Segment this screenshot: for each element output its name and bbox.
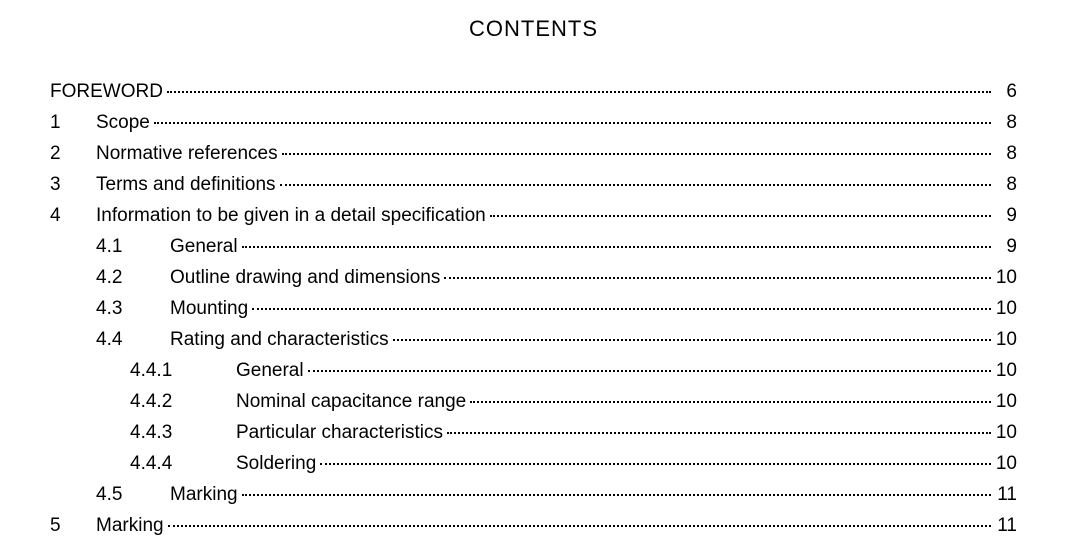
toc-entry: 4Information to be given in a detail spe… [50,206,1017,225]
toc-leader-dots [252,308,991,310]
toc-entry-page: 10 [995,268,1017,287]
toc-entry: 4.4.2Nominal capacitance range 10 [50,392,1017,411]
toc-leader-dots [490,215,991,217]
toc-entry-number: 4.4.1 [130,361,236,380]
toc-leader-dots [447,432,991,434]
toc-leader-dots [167,91,991,93]
toc-entry: 4.4Rating and characteristics 10 [50,330,1017,349]
toc-leader-dots [444,277,991,279]
toc-entry-page: 10 [995,423,1017,442]
toc-entry-number: 4.4.4 [130,454,236,473]
toc-entry-number: 1 [50,113,96,132]
toc-entry: 4.4.3Particular characteristics 10 [50,423,1017,442]
toc-entry-number: 4.1 [96,237,170,256]
toc-entry-label: Rating and characteristics [170,330,389,349]
toc-list: FOREWORD61Scope82Normative references83T… [50,82,1017,535]
toc-entry-number: 3 [50,175,96,194]
toc-entry-number: 4.4.2 [130,392,236,411]
toc-entry: 3Terms and definitions 8 [50,175,1017,194]
toc-entry: 4.2Outline drawing and dimensions 10 [50,268,1017,287]
toc-entry-number: 4.2 [96,268,170,287]
toc-entry-label: Soldering [236,454,316,473]
toc-entry-label: Normative references [96,144,278,163]
toc-entry-page: 9 [995,237,1017,256]
toc-entry-page: 10 [995,392,1017,411]
toc-entry: 4.1General 9 [50,237,1017,256]
toc-entry-label: FOREWORD [50,82,163,101]
toc-leader-dots [154,122,991,124]
toc-entry-page: 10 [995,454,1017,473]
toc-entry-page: 10 [995,361,1017,380]
toc-entry: 4.4.1General 10 [50,361,1017,380]
toc-entry-label: Marking [170,485,238,504]
toc-entry-number: 4.5 [96,485,170,504]
toc-entry-label: Particular characteristics [236,423,443,442]
toc-entry-label: General [236,361,304,380]
toc-entry-label: Nominal capacitance range [236,392,466,411]
toc-entry-page: 9 [995,206,1017,225]
toc-entry-page: 8 [995,144,1017,163]
toc-entry-number: 5 [50,516,96,535]
toc-leader-dots [308,370,991,372]
toc-entry-label: General [170,237,238,256]
toc-leader-dots [168,525,991,527]
toc-entry-number: 4.4 [96,330,170,349]
toc-entry-page: 11 [995,516,1017,535]
toc-entry-label: Terms and definitions [96,175,276,194]
toc-entry: FOREWORD 6 [50,82,1017,101]
contents-title: CONTENTS [50,16,1017,42]
toc-entry-page: 8 [995,175,1017,194]
toc-leader-dots [470,401,991,403]
toc-leader-dots [280,184,991,186]
toc-entry-label: Outline drawing and dimensions [170,268,440,287]
toc-entry-label: Marking [96,516,164,535]
toc-entry-number: 4 [50,206,96,225]
toc-leader-dots [282,153,991,155]
toc-entry-number: 4.4.3 [130,423,236,442]
toc-entry-number: 2 [50,144,96,163]
toc-entry-page: 10 [995,299,1017,318]
toc-entry: 4.4.4Soldering 10 [50,454,1017,473]
toc-entry-label: Information to be given in a detail spec… [96,206,486,225]
toc-entry: 5Marking 11 [50,516,1017,535]
toc-entry: 4.5Marking 11 [50,485,1017,504]
page: CONTENTS FOREWORD61Scope82Normative refe… [0,0,1067,551]
toc-leader-dots [242,246,991,248]
toc-leader-dots [393,339,991,341]
toc-entry-label: Mounting [170,299,248,318]
toc-entry-page: 8 [995,113,1017,132]
toc-entry-page: 6 [995,82,1017,101]
toc-entry: 1Scope 8 [50,113,1017,132]
toc-entry-number: 4.3 [96,299,170,318]
toc-entry: 2Normative references 8 [50,144,1017,163]
toc-entry: 4.3Mounting 10 [50,299,1017,318]
toc-entry-page: 10 [995,330,1017,349]
toc-entry-page: 11 [995,485,1017,504]
toc-leader-dots [320,463,991,465]
toc-entry-label: Scope [96,113,150,132]
toc-leader-dots [242,494,991,496]
